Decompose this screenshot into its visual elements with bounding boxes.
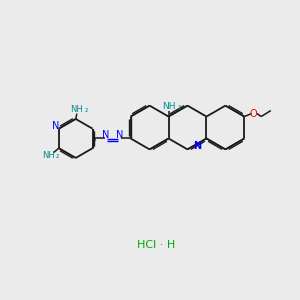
Text: N: N — [102, 130, 110, 140]
Text: N: N — [193, 141, 201, 151]
Text: N: N — [116, 130, 123, 140]
Text: NH: NH — [42, 151, 55, 160]
Text: NH: NH — [70, 105, 83, 114]
Text: HCl · H: HCl · H — [137, 239, 175, 250]
Text: ₂: ₂ — [85, 105, 88, 114]
Text: ₂: ₂ — [177, 102, 181, 111]
Text: ₂: ₂ — [56, 151, 59, 160]
Text: O: O — [250, 109, 257, 118]
Text: NH: NH — [162, 102, 175, 111]
Text: N: N — [52, 121, 59, 131]
